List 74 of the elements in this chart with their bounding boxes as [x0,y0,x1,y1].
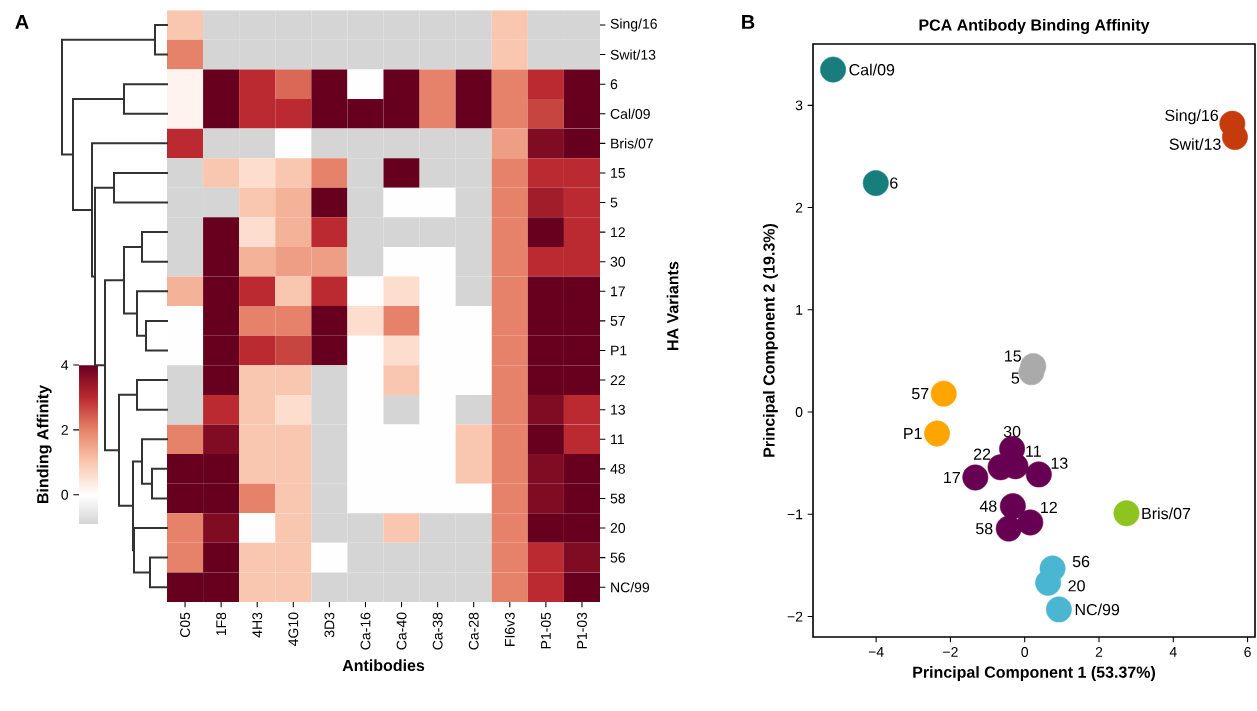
y-tick-label: 22 [610,375,625,385]
y-tick-label: 58 [610,493,626,504]
x-tick-label: 6 [1244,647,1251,657]
y-tick-label: −1 [787,509,803,520]
annotation: 56 [1072,555,1090,568]
y-tick-label: 30 [610,256,626,267]
y-axis-title: HA Variants [666,261,679,350]
x-tick-label: Ca-28 [468,612,479,650]
text: A [15,15,29,29]
chart-title: PCA Antibody Binding Affinity [919,18,1150,34]
y-tick-label: 48 [610,463,626,474]
y-tick-label: 20 [610,523,626,533]
color-bar-label: 2 [61,425,68,435]
y-tick-label: 11 [611,434,624,445]
x-tick-label: Ca-38 [432,612,443,650]
y-axis-title: Principal Component 2 (19.3%) [762,223,778,457]
annotation: 12 [1041,501,1057,513]
annotation: 57 [912,388,929,400]
annotation: 48 [979,500,997,512]
y-tick-label: 17 [611,286,625,297]
y-tick-label: 2 [795,202,803,213]
x-tick-label: −4 [868,647,884,657]
x-tick-label: P1-03 [577,612,587,649]
y-tick-label: 1 [796,305,803,315]
x-tick-label: 1F8 [216,612,227,636]
x-axis-title: Antibodies [342,659,425,672]
x-tick-label: FI6v3 [504,612,515,646]
annotation: 13 [1051,457,1068,469]
y-tick-label: 3 [795,100,803,111]
text: B [742,15,755,29]
x-tick-label: 4G10 [288,612,299,646]
x-tick-label: C05 [180,612,191,638]
x-tick-label: 3D3 [324,612,335,638]
annotation: 17 [944,472,960,484]
x-tick-label: 4 [1169,647,1177,657]
annotation: Swit/13 [1169,138,1221,150]
x-tick-label: 0 [1021,647,1029,657]
annotation: NC/99 [1075,603,1120,616]
color-bar-title: Binding Affinity [36,385,52,503]
y-tick-label: Sing/16 [610,18,657,32]
annotation: 15 [1005,350,1021,362]
x-tick-label: P1-05 [540,612,551,649]
x-tick-label: 2 [1095,647,1103,657]
y-tick-label: 57 [610,316,625,326]
annotation: Bris/07 [1142,507,1191,520]
color-bar-label: 4 [61,360,69,370]
annotation: 58 [976,522,993,535]
x-axis-title: Principal Component 1 (53.37%) [913,666,1156,682]
y-tick-label: 0 [795,407,803,418]
color-bar-label: 0 [61,489,69,500]
annotation: 6 [890,177,898,189]
y-tick-label: Swit/13 [610,49,656,60]
annotation: P1 [904,428,922,440]
y-tick-label: 13 [611,404,626,415]
y-tick-label: Bris/07 [611,138,653,149]
annotation: Sing/16 [1165,109,1219,125]
y-tick-label: 6 [610,79,618,90]
annotation: 22 [973,448,991,460]
x-tick-label: −2 [943,647,958,657]
y-tick-label: 5 [610,197,618,208]
y-tick-label: 12 [611,227,625,238]
y-tick-label: NC/99 [611,582,650,593]
y-tick-label: 56 [610,552,626,563]
y-tick-label: Cal/09 [610,108,650,119]
annotation: Cal/09 [849,63,895,76]
x-tick-label: Ca-16 [360,612,371,650]
annotation: 30 [1003,425,1021,438]
annotation: 11 [1026,445,1041,457]
x-tick-label: 4H3 [252,612,263,638]
y-tick-label: P1 [611,345,627,356]
y-tick-label: 15 [611,168,626,178]
x-tick-label: Ca-40 [396,612,407,650]
annotation: 20 [1068,580,1085,592]
annotation: 5 [1011,372,1020,384]
